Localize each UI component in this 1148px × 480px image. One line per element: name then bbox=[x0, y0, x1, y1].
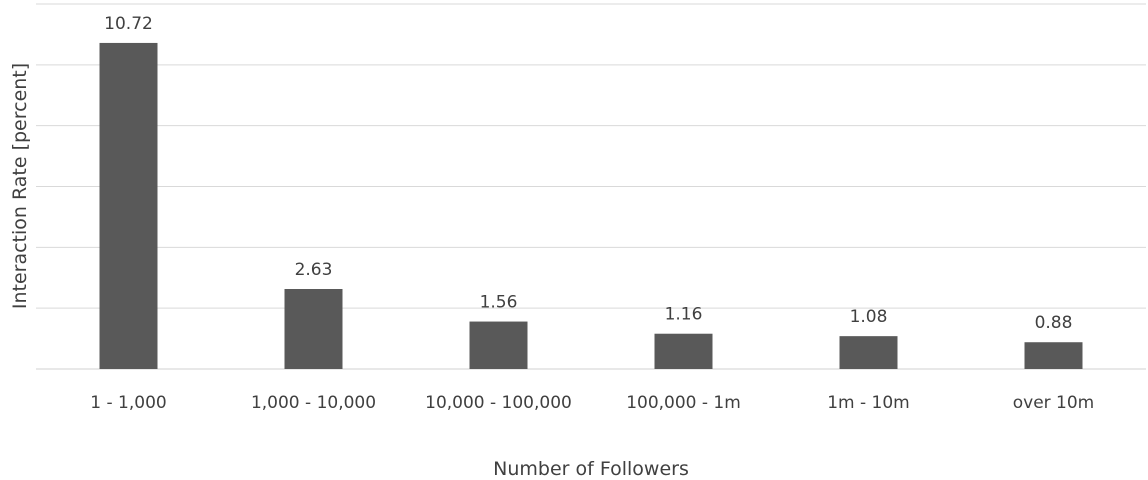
data-label: 1.16 bbox=[665, 305, 703, 325]
x-tick-label: 100,000 - 1m bbox=[626, 393, 741, 413]
bar bbox=[99, 42, 158, 369]
x-tick-label: over 10m bbox=[1013, 393, 1095, 413]
x-tick-labels: 1 - 1,000 1,000 - 10,000 10,000 - 100,000 1… bbox=[90, 393, 1094, 413]
gridlines bbox=[36, 3, 1146, 370]
data-label: 2.63 bbox=[295, 260, 333, 280]
x-tick-label: 10,000 - 100,000 bbox=[425, 393, 572, 413]
x-tick-label: 1m - 10m bbox=[827, 393, 910, 413]
x-axis-title: Number of Followers bbox=[493, 458, 689, 480]
bars bbox=[99, 42, 1083, 369]
x-tick-label: 1 - 1,000 bbox=[90, 393, 166, 413]
data-label: 0.88 bbox=[1035, 313, 1073, 333]
bar bbox=[839, 336, 898, 369]
bar bbox=[654, 333, 713, 369]
y-axis-title: Interaction Rate [percent] bbox=[9, 63, 31, 309]
data-label: 1.08 bbox=[850, 307, 888, 327]
x-tick-label: 1,000 - 10,000 bbox=[251, 393, 376, 413]
data-labels: 10.72 2.63 1.56 1.16 1.08 0.88 bbox=[104, 14, 1072, 333]
bar bbox=[1024, 342, 1083, 369]
bar bbox=[284, 289, 343, 369]
data-label: 1.56 bbox=[480, 293, 518, 313]
data-label: 10.72 bbox=[104, 14, 153, 34]
bar bbox=[469, 321, 528, 369]
